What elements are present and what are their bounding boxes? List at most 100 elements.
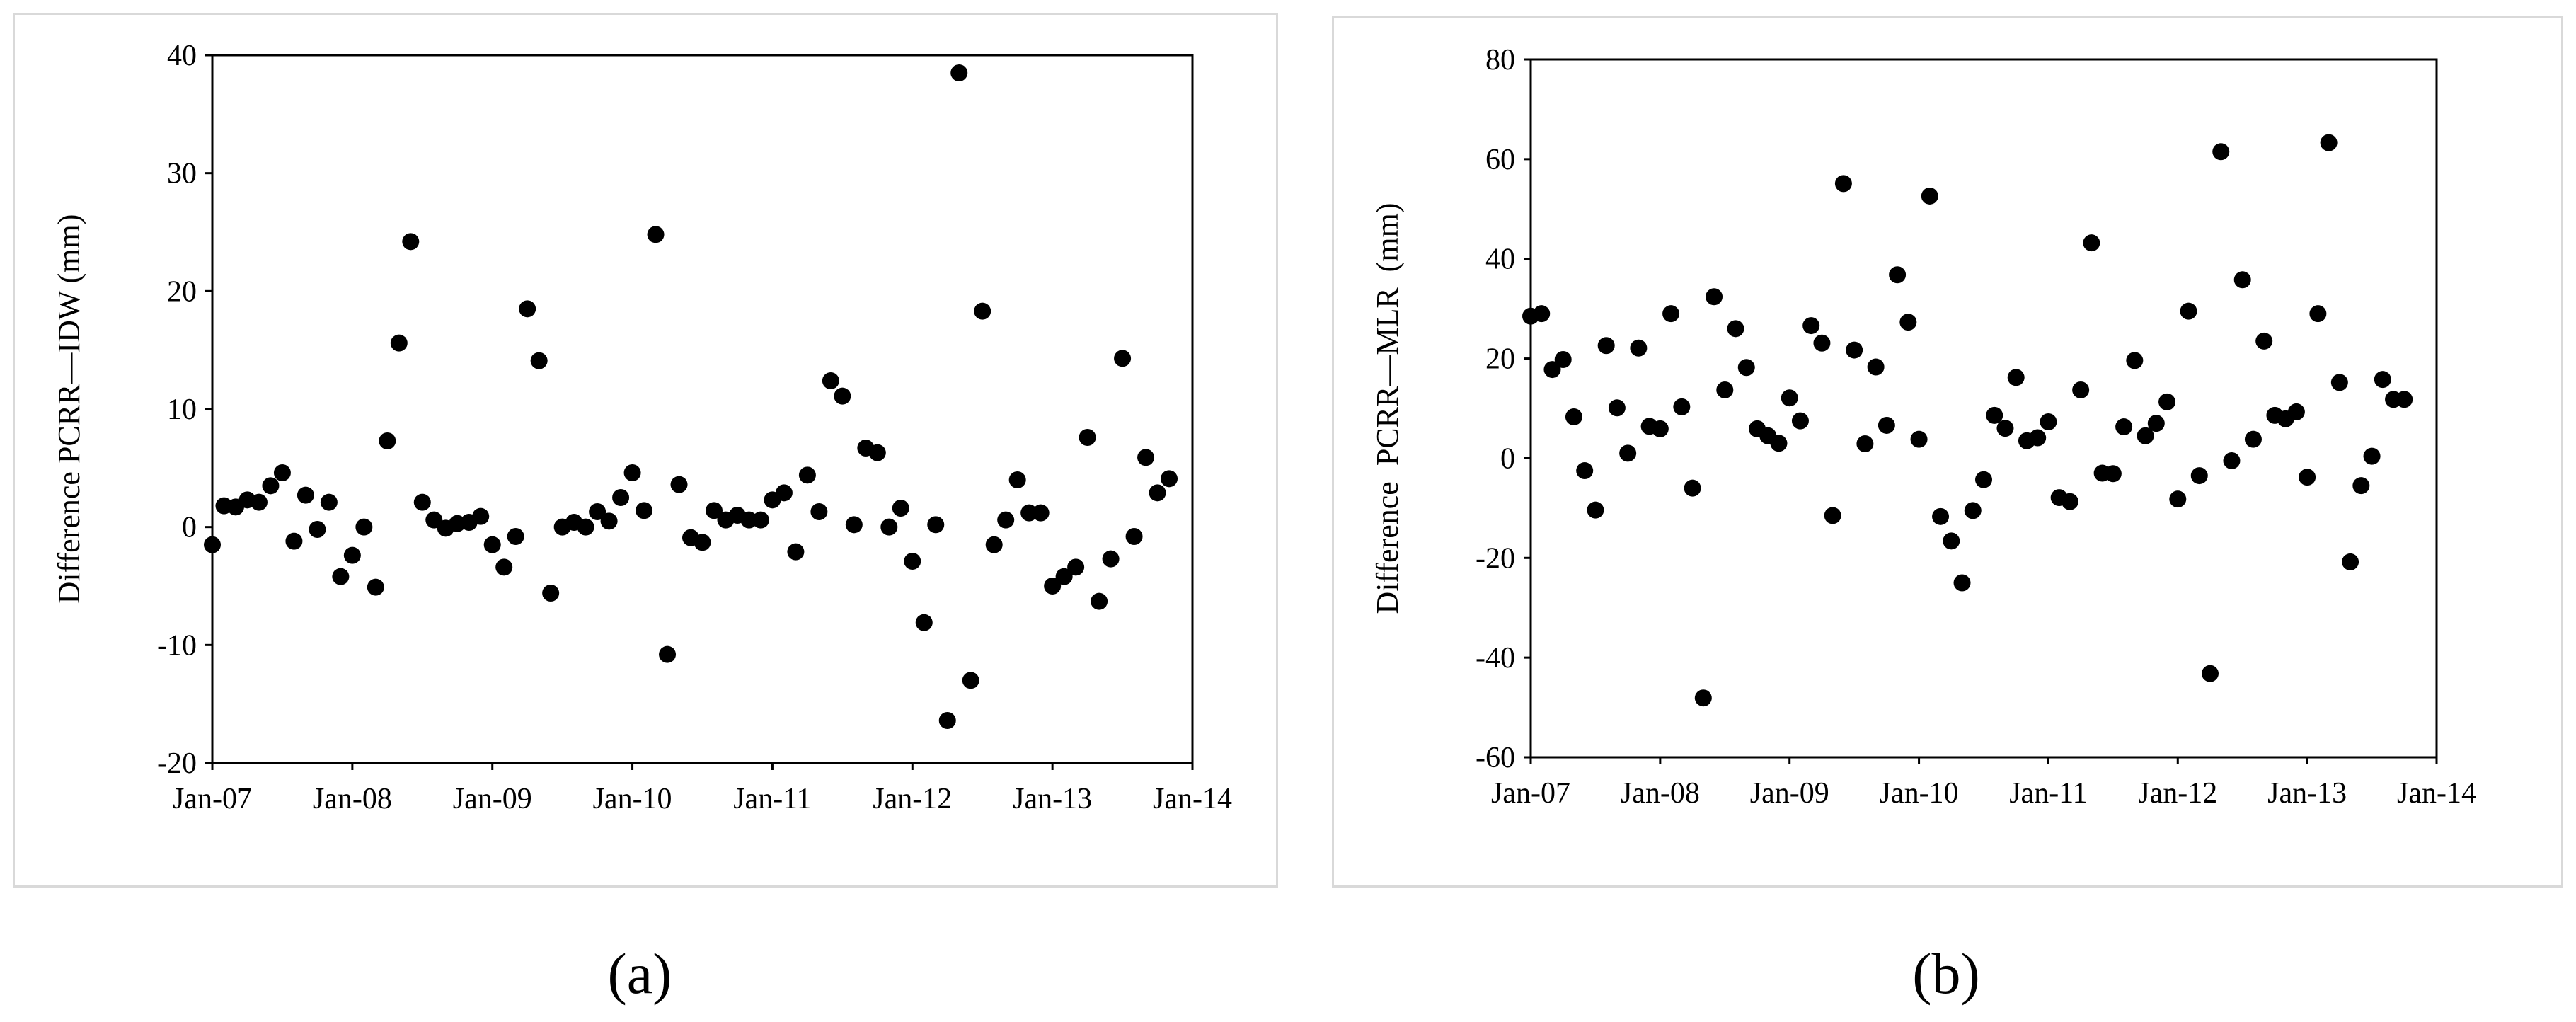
chart-a-data-point bbox=[612, 489, 630, 506]
chart-a-data-point bbox=[659, 645, 677, 663]
chart-b-data-point bbox=[1543, 361, 1561, 379]
chart-b-data-point bbox=[1878, 416, 1895, 434]
chart-b-data-point bbox=[1554, 350, 1572, 368]
chart-a-data-point bbox=[904, 553, 921, 570]
chart-b-x-tick-label: Jan-13 bbox=[2267, 777, 2347, 810]
chart-b-data-point bbox=[1834, 175, 1852, 193]
chart-a-data-point bbox=[1008, 471, 1026, 488]
chart-a-x-tick-label: Jan-07 bbox=[173, 783, 252, 815]
chart-a-y-tick-label: 10 bbox=[167, 394, 197, 426]
chart-a-data-point bbox=[367, 578, 384, 596]
chart-b-data-point bbox=[1673, 398, 1691, 415]
chart-a-x-tick-label: Jan-12 bbox=[873, 783, 952, 815]
chart-b-x-tick-label: Jan-12 bbox=[2138, 777, 2217, 810]
chart-b-x-tick-label: Jan-08 bbox=[1621, 777, 1700, 810]
chart-a-data-point bbox=[1079, 429, 1096, 446]
chart-b-y-tick-label: -40 bbox=[1476, 642, 1515, 674]
chart-a-data-point bbox=[390, 334, 408, 352]
chart-b-data-point bbox=[1856, 435, 1874, 453]
chart-a-data-point bbox=[1114, 350, 1132, 367]
chart-b-y-tick-label: -20 bbox=[1476, 542, 1515, 575]
chart-a-data-point bbox=[600, 512, 618, 530]
chart-a-data-point bbox=[355, 518, 373, 536]
chart-a-y-tick-label: 30 bbox=[167, 158, 197, 190]
chart-b-data-point bbox=[2363, 447, 2381, 465]
chart-b-data-point bbox=[1608, 399, 1626, 417]
chart-b-data-point bbox=[2007, 369, 2025, 386]
chart-a-x-tick-label: Jan-13 bbox=[1013, 783, 1092, 815]
chart-b-data-point bbox=[1921, 187, 1938, 205]
chart-b-data-point bbox=[1716, 381, 1734, 398]
chart-a-y-tick-label: -10 bbox=[157, 629, 197, 662]
chart-b-data-point bbox=[2287, 403, 2305, 420]
chart-a-data-point bbox=[962, 672, 979, 689]
chart-a-data-point bbox=[413, 493, 431, 511]
chart-b-plot-area bbox=[1529, 58, 2438, 759]
chart-a-data-point bbox=[204, 536, 221, 553]
chart-b-data-point bbox=[1630, 339, 1648, 357]
chart-b-y-tick-label: 60 bbox=[1485, 144, 1515, 176]
chart-b-data-point bbox=[1533, 305, 1551, 323]
chart-a-data-point bbox=[262, 477, 280, 495]
chart-b-data-point bbox=[2072, 381, 2090, 398]
chart-b-data-point bbox=[1889, 266, 1907, 284]
chart-b-x-tick-label: Jan-14 bbox=[2397, 777, 2476, 810]
chart-a-data-point bbox=[519, 300, 536, 318]
chart-b-data-point bbox=[2029, 429, 2047, 447]
chart-a-data-point bbox=[507, 528, 524, 545]
chart-a-data-point bbox=[1067, 558, 1085, 576]
chart-a-data-point bbox=[927, 516, 945, 534]
chart-b-y-tick-label: 20 bbox=[1485, 343, 1515, 376]
chart-a-data-point bbox=[845, 516, 863, 534]
chart-a-data-point bbox=[542, 585, 560, 602]
chart-b-data-point bbox=[1867, 358, 1885, 376]
chart-b-data-point bbox=[2126, 352, 2144, 369]
chart-a-data-point bbox=[1125, 528, 1143, 545]
chart-a-data-point bbox=[670, 476, 688, 493]
chart-a-data-point bbox=[1055, 568, 1073, 585]
chart-a-data-point bbox=[822, 372, 839, 389]
chart-a-data-point bbox=[915, 614, 933, 631]
chart-b-data-point bbox=[1619, 444, 1637, 462]
chart-b-data-point bbox=[2299, 469, 2316, 486]
chart-b-data-point bbox=[2244, 430, 2262, 448]
chart-b-data-point bbox=[2330, 374, 2348, 391]
chart-b-data-point bbox=[1996, 420, 2014, 437]
chart-a-data-point bbox=[1020, 504, 1038, 522]
chart-a-data-point bbox=[705, 502, 723, 519]
chart-a-data-point bbox=[740, 511, 758, 529]
chart-a-data-point bbox=[997, 511, 1015, 529]
chart-b-x-tick-label: Jan-07 bbox=[1491, 777, 1570, 810]
chart-a-data-point bbox=[495, 558, 513, 576]
chart-b-data-point bbox=[2352, 477, 2370, 495]
chart-a-data-point bbox=[810, 503, 828, 520]
chart-b-y-tick-label: 0 bbox=[1500, 442, 1515, 475]
chart-b-data-point bbox=[1727, 320, 1744, 338]
chart-a-data-point bbox=[1137, 449, 1155, 466]
chart-a-data-point bbox=[402, 233, 420, 251]
chart-a-data-point bbox=[273, 464, 291, 481]
chart-a-x-tick-label: Jan-14 bbox=[1153, 783, 1232, 815]
chart-b-data-point bbox=[1597, 337, 1615, 355]
chart-b-data-point bbox=[2202, 665, 2219, 682]
chart-a-data-point bbox=[1032, 504, 1050, 522]
chart-b-x-tick-label: Jan-11 bbox=[2009, 777, 2087, 810]
chart-b-data-point bbox=[1662, 305, 1680, 323]
chart-a-data-point bbox=[250, 493, 268, 511]
chart-b-data-point bbox=[1684, 479, 1701, 497]
chart-a-data-point bbox=[834, 387, 851, 405]
panel-label-b: (b) bbox=[1912, 941, 1980, 1006]
chart-b-data-point bbox=[2180, 302, 2197, 320]
chart-a-data-point bbox=[577, 518, 594, 536]
chart-b-data-point bbox=[1899, 314, 1917, 331]
chart-b-data-point bbox=[2147, 415, 2165, 432]
chart-a-y-tick-label: 40 bbox=[167, 40, 197, 72]
chart-b-data-point bbox=[2309, 305, 2327, 323]
chart-a-data-point bbox=[647, 226, 665, 243]
chart-b-x-tick-label: Jan-09 bbox=[1750, 777, 1829, 810]
chart-b-data-point bbox=[2040, 413, 2057, 431]
chart-b-data-point bbox=[2212, 143, 2230, 161]
chart-a-data-point bbox=[472, 507, 490, 525]
chart-a-data-point bbox=[752, 511, 769, 529]
